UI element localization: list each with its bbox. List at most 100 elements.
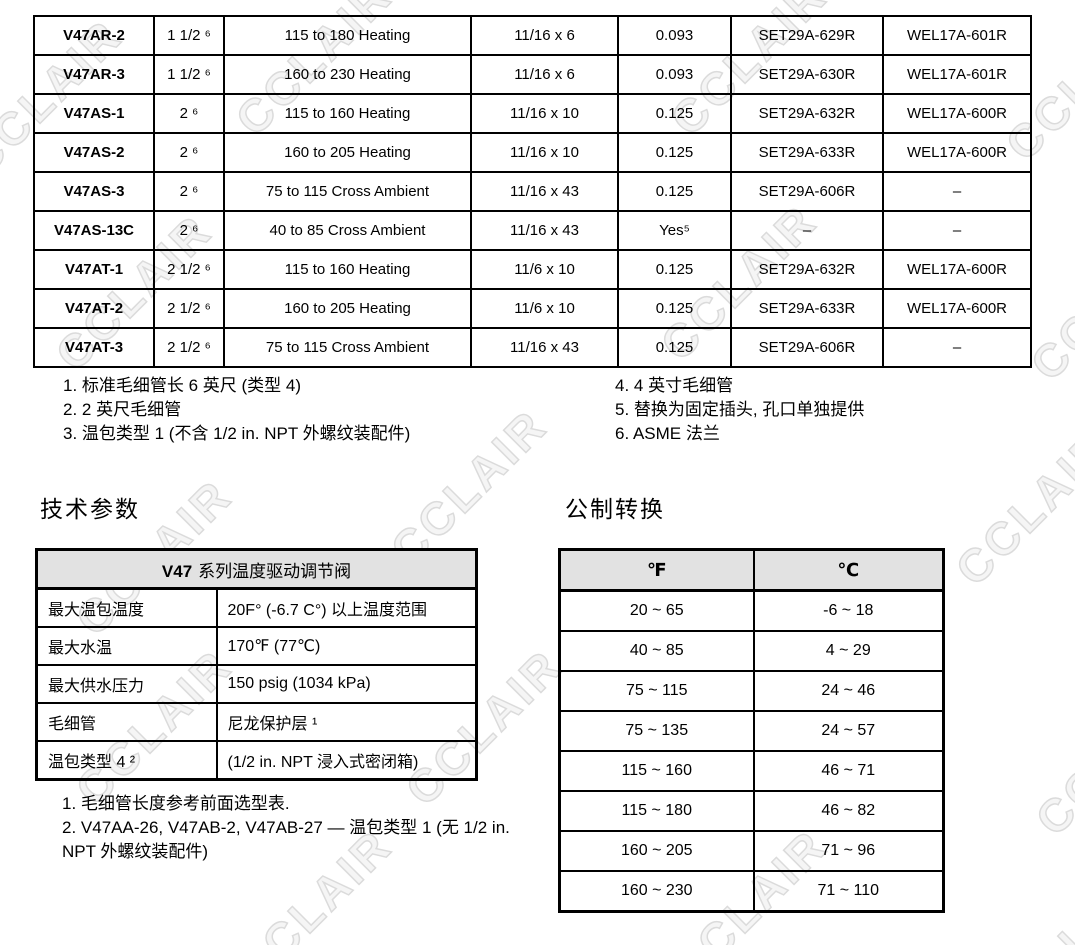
metric-table-row: 20 ~ 65 -6 ~ 18 <box>558 589 945 632</box>
sensor-part-cell: SET29A-629R <box>730 15 884 56</box>
tech-param-label: 最大水温 <box>35 626 218 666</box>
well-part-cell: – <box>882 171 1032 212</box>
footnote-item: 1. 标准毛细管长 6 英尺 (类型 4) <box>63 376 302 395</box>
sensor-part-cell: SET29A-606R <box>730 327 884 368</box>
tech-footnote-item: 2. V47AA-26, V47AB-2, V47AB-27 — 温包类型 1 … <box>62 818 510 861</box>
valve-size-cell: 2 ⁶ <box>153 171 225 212</box>
temperature-range-cell: 160 to 230 Heating <box>223 54 472 95</box>
well-part-cell: WEL17A-601R <box>882 54 1032 95</box>
tech-table-body: V47 系列温度驱动调节阀 最大温包温度 20F° (-6.7 C°) 以上温度范… <box>35 548 478 781</box>
tech-footnotes: 1. 毛细管长度参考前面选型表. 2. V47AA-26, V47AB-2, V… <box>62 792 530 864</box>
tech-section-title: 技术参数 <box>40 496 140 522</box>
orifice-cell: Yes⁵ <box>617 210 732 251</box>
temperature-range-cell: 75 to 115 Cross Ambient <box>223 327 472 368</box>
capillary-cell: 11/6 x 10 <box>470 288 619 329</box>
celsius-header: ℃ <box>752 548 945 592</box>
capillary-cell: 11/16 x 6 <box>470 54 619 95</box>
metric-table-row: 160 ~ 230 71 ~ 110 <box>558 870 945 913</box>
capillary-cell: 11/16 x 43 <box>470 171 619 212</box>
temperature-range-cell: 115 to 160 Heating <box>223 249 472 290</box>
valve-size-cell: 2 1/2 ⁶ <box>153 249 225 290</box>
tech-footnote-item: 1. 毛细管长度参考前面选型表. <box>62 794 290 813</box>
sensor-part-cell: SET29A-630R <box>730 54 884 95</box>
tech-param-value: (1/2 in. NPT 浸入式密闭箱) <box>215 740 478 781</box>
celsius-range-cell: 24 ~ 46 <box>752 670 945 712</box>
fahrenheit-range-cell: 160 ~ 205 <box>558 830 755 872</box>
tech-table-title-text: 系列温度驱动调节阀 <box>198 561 352 581</box>
fahrenheit-range-cell: 40 ~ 85 <box>558 630 755 672</box>
metric-conversion-table: ℉ ℃ 20 ~ 65 -6 ~ 18 40 ~ 85 4 ~ 29 75 ~ <box>558 548 945 913</box>
celsius-range-cell: 71 ~ 96 <box>752 830 945 872</box>
valve-size-cell: 2 1/2 ⁶ <box>153 288 225 329</box>
valve-size-cell: 2 ⁶ <box>153 132 225 173</box>
sensor-part-cell: SET29A-633R <box>730 288 884 329</box>
tech-table-row: 最大供水压力 150 psig (1034 kPa) <box>35 664 478 704</box>
well-part-cell: WEL17A-600R <box>882 288 1032 329</box>
tech-table-row: 最大温包温度 20F° (-6.7 C°) 以上温度范围 <box>35 587 478 628</box>
orifice-cell: 0.093 <box>617 54 732 95</box>
model-table-body: V47AR-2 1 1/2 ⁶ 115 to 180 Heating 11/16… <box>33 15 1032 368</box>
metric-table-row: 115 ~ 160 46 ~ 71 <box>558 750 945 792</box>
valve-size-cell: 2 ⁶ <box>153 93 225 134</box>
temperature-range-cell: 115 to 160 Heating <box>223 93 472 134</box>
tech-param-value: 150 psig (1034 kPa) <box>215 664 478 704</box>
tech-table-row: 毛细管 尼龙保护层 ¹ <box>35 702 478 742</box>
orifice-cell: 0.125 <box>617 327 732 368</box>
valve-size-cell: 2 1/2 ⁶ <box>153 327 225 368</box>
capillary-cell: 11/16 x 10 <box>470 93 619 134</box>
fahrenheit-range-cell: 160 ~ 230 <box>558 870 755 913</box>
model-code-cell: V47AS-3 <box>33 171 155 212</box>
celsius-range-cell: 71 ~ 110 <box>752 870 945 913</box>
orifice-cell: 0.125 <box>617 132 732 173</box>
celsius-range-cell: 46 ~ 71 <box>752 750 945 792</box>
footnote-item: 5. 替换为固定插头, 孔口单独提供 <box>615 400 865 419</box>
model-code-cell: V47AT-3 <box>33 327 155 368</box>
model-table-row: V47AS-2 2 ⁶ 160 to 205 Heating 11/16 x 1… <box>33 132 1032 173</box>
fahrenheit-range-cell: 20 ~ 65 <box>558 589 755 632</box>
tech-param-value: 170℉ (77℃) <box>215 626 478 666</box>
tech-param-value: 20F° (-6.7 C°) 以上温度范围 <box>215 587 478 628</box>
orifice-cell: 0.125 <box>617 249 732 290</box>
capillary-cell: 11/16 x 43 <box>470 210 619 251</box>
tech-table-title-series: V47 <box>161 561 193 581</box>
fahrenheit-range-cell: 75 ~ 135 <box>558 710 755 752</box>
temperature-range-cell: 40 to 85 Cross Ambient <box>223 210 472 251</box>
orifice-cell: 0.125 <box>617 93 732 134</box>
model-code-cell: V47AT-2 <box>33 288 155 329</box>
orifice-cell: 0.125 <box>617 288 732 329</box>
celsius-range-cell: 4 ~ 29 <box>752 630 945 672</box>
model-table-row: V47AT-1 2 1/2 ⁶ 115 to 160 Heating 11/6 … <box>33 249 1032 290</box>
model-selection-table: V47AR-2 1 1/2 ⁶ 115 to 180 Heating 11/16… <box>33 15 1032 368</box>
tech-param-label: 最大温包温度 <box>35 587 218 628</box>
well-part-cell: WEL17A-600R <box>882 93 1032 134</box>
sensor-part-cell: SET29A-606R <box>730 171 884 212</box>
model-code-cell: V47AT-1 <box>33 249 155 290</box>
footnotes-left-column: 1. 标准毛细管长 6 英尺 (类型 4) 2. 2 英尺毛细管 3. 温包类型… <box>63 374 410 446</box>
temperature-range-cell: 160 to 205 Heating <box>223 288 472 329</box>
sensor-part-cell: SET29A-632R <box>730 249 884 290</box>
well-part-cell: – <box>882 210 1032 251</box>
tech-param-label: 毛细管 <box>35 702 218 742</box>
model-table-row: V47AR-3 1 1/2 ⁶ 160 to 230 Heating 11/16… <box>33 54 1032 95</box>
capillary-cell: 11/6 x 10 <box>470 249 619 290</box>
metric-table-row: 160 ~ 205 71 ~ 96 <box>558 830 945 872</box>
model-code-cell: V47AR-3 <box>33 54 155 95</box>
sensor-part-cell: SET29A-633R <box>730 132 884 173</box>
metric-table-row: 115 ~ 180 46 ~ 82 <box>558 790 945 832</box>
footnote-item: 2. 2 英尺毛细管 <box>63 400 182 419</box>
metric-table-row: 40 ~ 85 4 ~ 29 <box>558 630 945 672</box>
celsius-range-cell: -6 ~ 18 <box>752 589 945 632</box>
model-table-row: V47AR-2 1 1/2 ⁶ 115 to 180 Heating 11/16… <box>33 15 1032 56</box>
sensor-part-cell: – <box>730 210 884 251</box>
tech-parameters-table: V47 系列温度驱动调节阀 最大温包温度 20F° (-6.7 C°) 以上温度范… <box>35 548 478 781</box>
celsius-range-cell: 46 ~ 82 <box>752 790 945 832</box>
model-table-row: V47AS-1 2 ⁶ 115 to 160 Heating 11/16 x 1… <box>33 93 1032 134</box>
tech-table-title: V47 系列温度驱动调节阀 <box>35 548 478 590</box>
metric-header-row: ℉ ℃ <box>558 548 945 592</box>
well-part-cell: WEL17A-600R <box>882 132 1032 173</box>
tech-table-row: 温包类型 4 ² (1/2 in. NPT 浸入式密闭箱) <box>35 740 478 781</box>
temperature-range-cell: 75 to 115 Cross Ambient <box>223 171 472 212</box>
capillary-cell: 11/16 x 6 <box>470 15 619 56</box>
tech-table-row: 最大水温 170℉ (77℃) <box>35 626 478 666</box>
